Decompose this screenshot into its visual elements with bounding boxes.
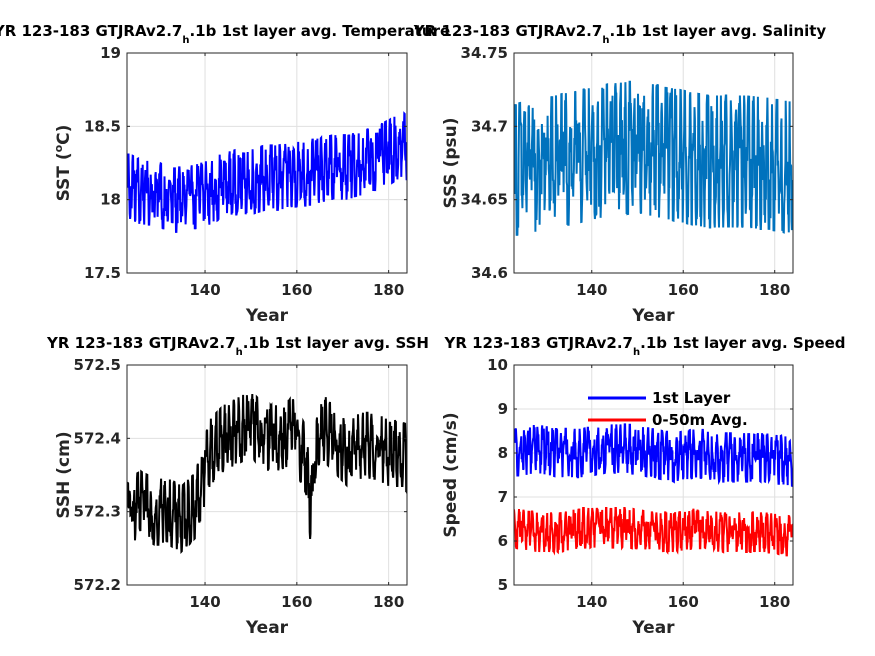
series-line-1 [514, 423, 793, 487]
y-tick-label: 34.75 [461, 44, 508, 62]
y-tick-label: 9 [498, 400, 508, 418]
y-axis-label: SST (oC) [52, 125, 74, 202]
series-line-1 [514, 80, 793, 236]
y-tick-label: 34.6 [471, 264, 508, 282]
x-tick-label: 160 [281, 593, 312, 611]
temperature-panel: 140 160 180 17.5 18 18.5 19 Year SST (oC) [52, 44, 408, 326]
axes-frame [126, 364, 408, 586]
x-axis-label: Year [245, 618, 289, 638]
y-tick-label: 17.5 [84, 264, 121, 282]
y-axis-label-unit: C) [54, 125, 74, 145]
series-line-2 [514, 507, 793, 557]
x-tick-label: 180 [373, 593, 404, 611]
chart-title-text: YR 123-183 GTJRAv2.7 [0, 22, 182, 40]
y-axis-label: SSH (cm) [54, 431, 74, 518]
y-axis-label: Speed (cm/s) [441, 412, 461, 537]
x-axis-label: Year [631, 306, 675, 326]
legend-label: 0-50m Avg. [652, 411, 748, 429]
y-axis-label-text: SSS (psu) [441, 117, 461, 208]
chart-title-suffix: .1b 1st layer avg. Speed [640, 334, 845, 352]
x-tick-label: 180 [373, 281, 404, 299]
y-tick-label: 8 [498, 444, 508, 462]
y-axis-label-text: SSH (cm) [54, 431, 74, 518]
y-tick-label: 18 [100, 191, 121, 209]
y-tick-label: 10 [487, 356, 508, 374]
y-tick-label: 7 [498, 488, 508, 506]
chart-title: YR 123-183 GTJRAv2.7h.1b 1st layer avg. … [443, 334, 845, 358]
y-axis-label-text: SST ( [54, 152, 74, 201]
chart-title: YR 123-183 GTJRAv2.7h.1b 1st layer avg. … [46, 334, 429, 358]
x-tick-label: 180 [759, 593, 790, 611]
y-axis-label: SSS (psu) [441, 117, 461, 208]
chart-title-text: YR 123-183 GTJRAv2.7 [443, 334, 633, 352]
y-tick-label: 572.4 [74, 429, 121, 447]
x-tick-label: 140 [189, 281, 220, 299]
chart-title-suffix: .1b 1st layer avg. SSH [243, 334, 429, 352]
y-tick-label: 6 [498, 532, 508, 550]
ssh-panel: 140 160 180 572.2 572.3 572.4 572.5 Year SSH (cm… [54, 356, 408, 638]
chart-title-suffix: .1b 1st layer avg. Temperature [189, 22, 450, 40]
y-tick-label: 572.3 [74, 503, 121, 521]
chart-title-subscript: h [236, 347, 243, 358]
x-tick-label: 160 [668, 593, 699, 611]
y-tick-label: 34.65 [461, 191, 508, 209]
chart-title-subscript: h [182, 35, 189, 46]
y-tick-label: 5 [498, 576, 508, 594]
y-tick-label: 572.5 [74, 356, 121, 374]
y-tick-label: 34.7 [471, 117, 508, 135]
legend: 1st Layer 0-50m Avg. [588, 389, 748, 429]
x-axis-label: Year [631, 618, 675, 638]
y-tick-label: 18.5 [84, 117, 121, 135]
x-tick-label: 180 [759, 281, 790, 299]
x-tick-label: 160 [281, 281, 312, 299]
axes-frame [513, 52, 794, 274]
salinity-panel: 140 160 180 34.6 34.65 34.7 34.75 Year SSS (psu) [441, 44, 794, 326]
axes-frame [126, 52, 408, 274]
chart-title-subscript: h [602, 35, 609, 46]
x-tick-label: 160 [668, 281, 699, 299]
x-tick-label: 140 [576, 593, 607, 611]
series-line-1 [127, 111, 407, 233]
y-tick-label: 572.2 [74, 576, 121, 594]
chart-title-subscript: h [633, 347, 640, 358]
axes-frame [513, 364, 794, 586]
x-axis-label: Year [245, 306, 289, 326]
y-axis-label-superscript: o [52, 144, 65, 152]
chart-title-text: YR 123-183 GTJRAv2.7 [413, 22, 603, 40]
series-line-1 [127, 393, 407, 554]
chart-title: YR 123-183 GTJRAv2.7h.1b 1st layer avg. … [413, 22, 827, 46]
chart-title-text: YR 123-183 GTJRAv2.7 [46, 334, 236, 352]
chart-title-suffix: .1b 1st layer avg. Salinity [609, 22, 826, 40]
legend-label: 1st Layer [652, 389, 731, 407]
x-tick-label: 140 [189, 593, 220, 611]
y-tick-label: 19 [100, 44, 121, 62]
y-axis-label-text: Speed (cm/s) [441, 412, 461, 537]
speed-panel: 140 160 180 5 6 7 8 9 10 Year Speed (cm/s) 1st Laye… [441, 356, 794, 638]
x-tick-label: 140 [576, 281, 607, 299]
chart-title: YR 123-183 GTJRAv2.7h.1b 1st layer avg. … [0, 22, 450, 46]
